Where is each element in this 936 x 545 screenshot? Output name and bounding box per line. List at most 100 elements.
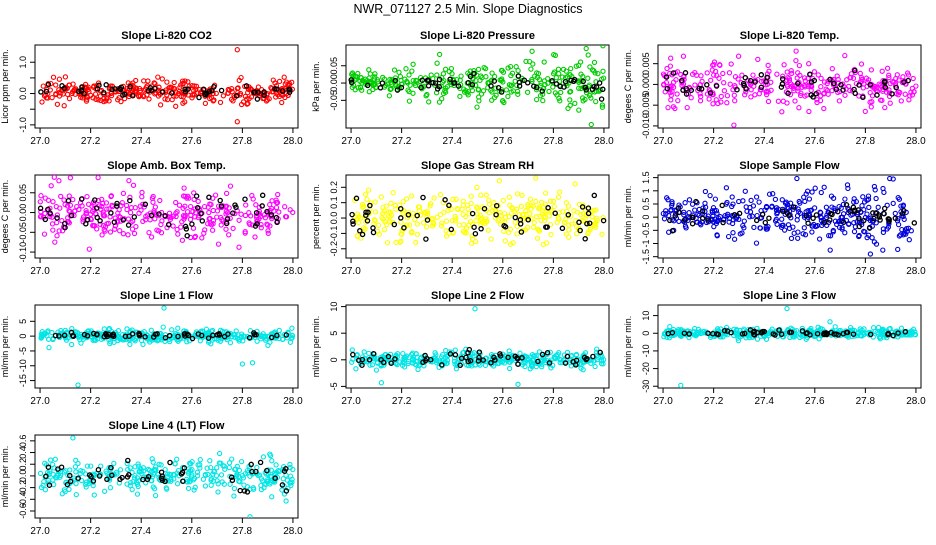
data-point-selected: [126, 472, 132, 478]
x-tick-label: 27.4: [754, 396, 774, 407]
data-points: [348, 45, 607, 128]
data-point: [357, 78, 363, 84]
data-point: [858, 75, 865, 81]
data-point: [877, 334, 883, 340]
data-point: [600, 68, 606, 74]
data-point: [800, 231, 806, 237]
data-point-selected: [420, 194, 426, 201]
data-point: [413, 239, 419, 246]
data-point-selected: [873, 209, 880, 216]
data-point: [762, 207, 768, 213]
y-tick-label: -10: [18, 359, 28, 372]
data-point: [753, 194, 760, 200]
data-point-selected: [516, 83, 523, 89]
data-point-selected: [758, 84, 765, 91]
data-point: [482, 362, 489, 369]
data-point: [249, 471, 256, 477]
data-point: [234, 472, 240, 478]
y-axis-label: degees C per min.: [623, 50, 633, 124]
data-point-selected: [370, 350, 377, 357]
data-point-selected: [778, 84, 785, 90]
x-tick-label: 27.6: [805, 136, 825, 147]
data-point: [362, 191, 369, 197]
data-point-selected: [378, 356, 384, 363]
data-point-outlier: [533, 175, 539, 181]
data-point-selected: [840, 87, 846, 93]
data-point-selected: [350, 218, 356, 225]
x-tick-label: 27.4: [131, 396, 151, 407]
data-point: [877, 336, 883, 342]
data-point: [580, 211, 587, 217]
data-point: [412, 80, 418, 86]
x-tick-label: 27.2: [704, 266, 724, 277]
x-tick-label: 27.2: [704, 396, 724, 407]
data-point: [85, 328, 92, 334]
data-point: [518, 203, 525, 209]
data-point: [507, 226, 514, 233]
data-point-selected: [198, 210, 204, 217]
data-point: [506, 365, 513, 372]
data-point-selected: [519, 355, 525, 361]
data-point-selected: [162, 478, 168, 485]
data-point: [267, 339, 273, 345]
data-point: [735, 53, 742, 59]
data-point: [241, 334, 247, 340]
data-point: [155, 74, 161, 80]
y-tick-label: -5: [329, 382, 339, 390]
data-point-selected: [182, 330, 188, 337]
data-point: [56, 87, 62, 93]
data-point-selected: [833, 86, 840, 92]
data-point: [542, 190, 549, 196]
data-point-selected: [184, 232, 190, 239]
data-point-selected: [142, 334, 148, 340]
y-tick-label: 0.000: [641, 73, 651, 96]
data-point: [371, 76, 378, 82]
data-point: [546, 88, 552, 95]
data-point: [506, 348, 512, 354]
data-point-selected: [710, 330, 716, 337]
data-point: [181, 214, 188, 220]
data-point-selected: [577, 227, 583, 234]
data-point: [131, 336, 138, 343]
data-point: [795, 235, 801, 241]
data-point: [802, 232, 809, 238]
data-point: [127, 194, 133, 200]
data-point: [514, 82, 520, 89]
y-tick-label: 0.005: [641, 52, 651, 75]
data-point: [474, 184, 480, 191]
data-point: [174, 226, 180, 233]
data-point-selected: [122, 333, 129, 340]
data-point-selected: [586, 220, 593, 226]
data-point-selected: [162, 213, 168, 219]
data-point: [249, 192, 255, 199]
data-point-selected: [808, 79, 815, 85]
data-point-selected: [148, 87, 155, 94]
data-point: [37, 199, 43, 205]
data-point: [242, 93, 249, 100]
data-point-selected: [370, 229, 377, 236]
data-point: [388, 200, 394, 207]
data-point-selected: [835, 208, 841, 215]
data-point: [210, 221, 216, 227]
data-point: [507, 63, 514, 70]
data-point: [123, 336, 129, 342]
y-tick-label: -1.5: [641, 249, 651, 265]
data-point: [579, 95, 586, 101]
data-point: [453, 196, 459, 202]
data-point: [724, 93, 731, 99]
data-point: [588, 360, 594, 367]
data-point: [594, 346, 600, 352]
data-point: [784, 100, 790, 106]
data-point-selected: [598, 96, 605, 102]
data-point-selected: [471, 224, 477, 230]
data-point: [683, 225, 689, 231]
data-point: [471, 68, 477, 74]
plot-frame: [345, 304, 610, 389]
x-tick-label: 28.0: [283, 266, 303, 277]
data-point: [681, 212, 687, 218]
data-point: [806, 212, 813, 218]
data-point: [208, 482, 214, 488]
data-point: [181, 328, 187, 334]
